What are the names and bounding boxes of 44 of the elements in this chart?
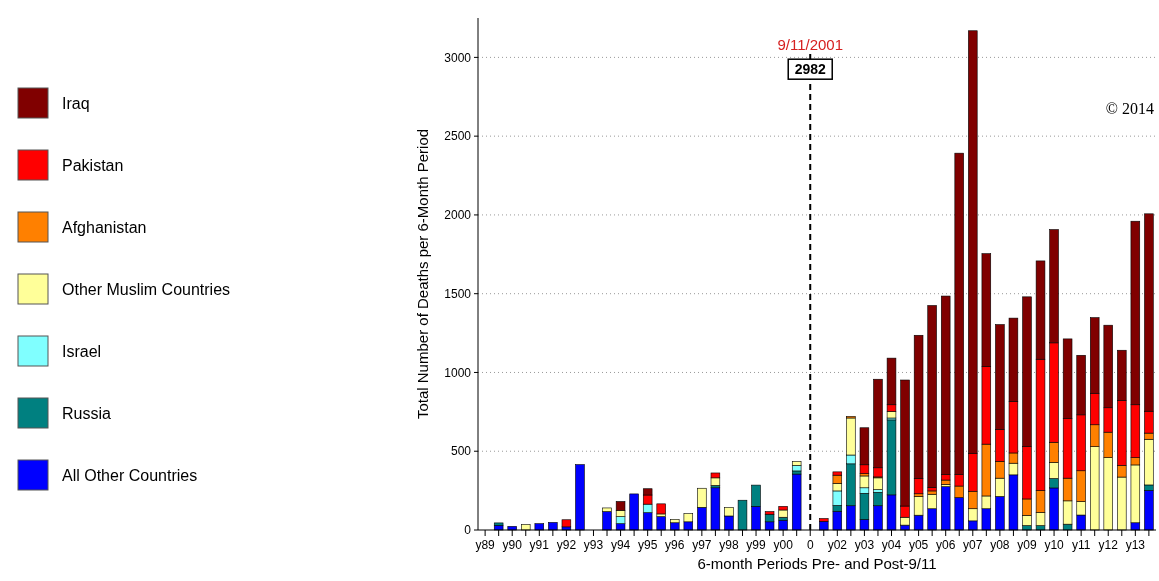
- x-tick-label: y00: [773, 538, 794, 552]
- x-tick-label: y02: [827, 538, 848, 552]
- x-tick-label: y97: [692, 538, 712, 552]
- x-tick-label: y10: [1044, 538, 1065, 552]
- legend-label: Pakistan: [62, 156, 124, 174]
- y-tick-label: 3000: [444, 50, 472, 65]
- x-tick-label: y05: [908, 538, 929, 552]
- x-tick-label: 0: [806, 538, 814, 552]
- x-tick-label: y90: [502, 538, 523, 552]
- y-axis-title: Total Number of Deaths per 6-Month Period: [414, 128, 431, 420]
- x-tick-label: y08: [990, 538, 1010, 552]
- x-tick-label: y96: [665, 538, 685, 552]
- x-tick-label: y91: [529, 538, 550, 552]
- y-tick-label: 1500: [444, 286, 472, 301]
- x-tick-label: y13: [1125, 538, 1146, 552]
- x-tick-label: y93: [583, 538, 604, 552]
- x-tick-label: y07: [963, 538, 983, 552]
- y-tick-label: 2500: [444, 129, 472, 144]
- x-axis-title: 6-month Periods Pre- and Post-9/11: [697, 555, 937, 572]
- x-tick-label: y98: [719, 538, 739, 552]
- y-tick-label: 2000: [444, 208, 472, 223]
- x-tick-label: y06: [936, 538, 956, 552]
- legend-label: Other Muslim Countries: [62, 280, 231, 298]
- legend-label: Iraq: [62, 94, 90, 112]
- x-tick-label: y09: [1017, 538, 1037, 552]
- y-tick-label: 1000: [444, 365, 472, 380]
- x-tick-label: y12: [1098, 538, 1119, 552]
- annotation: 2982: [794, 61, 827, 78]
- y-tick-label: 500: [450, 444, 472, 459]
- x-tick-label: y94: [610, 538, 631, 552]
- x-tick-label: y95: [637, 538, 658, 552]
- legend-label: Afghanistan: [62, 218, 147, 236]
- x-tick-label: y04: [881, 538, 902, 552]
- legend-label: All Other Countries: [62, 466, 198, 484]
- y-tick-label: 0: [464, 523, 472, 538]
- annotation: © 2014: [1105, 100, 1154, 118]
- legend-label: Russia: [62, 404, 112, 422]
- x-tick-label: y99: [746, 538, 767, 552]
- ref-line-label: 9/11/2001: [777, 35, 844, 53]
- x-tick-label: y11: [1071, 538, 1091, 552]
- x-tick-label: y03: [854, 538, 875, 552]
- x-tick-label: y89: [475, 538, 496, 552]
- x-tick-label: y92: [556, 538, 577, 552]
- legend-label: Israel: [62, 342, 102, 360]
